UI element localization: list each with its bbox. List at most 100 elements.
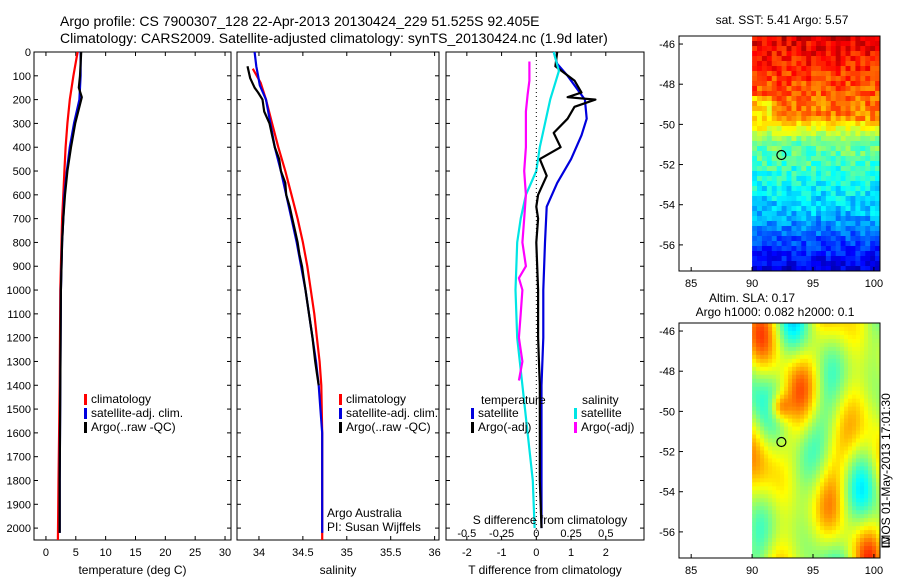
- depth-tick-label: 0: [25, 47, 31, 59]
- sla-map-cell: [824, 438, 829, 443]
- sla-map-cell: [856, 470, 861, 475]
- sla-map-cell: [776, 402, 781, 408]
- sla-map-cell: [860, 382, 865, 388]
- sla-map-cell: [796, 458, 801, 463]
- sla-map-cell: [816, 434, 821, 439]
- sst-map-cell: [845, 171, 851, 177]
- sla-map-cell: [764, 378, 769, 384]
- sla-map-cell: [844, 346, 849, 352]
- sla-map-cell: [792, 422, 797, 427]
- sla-map-cell: [840, 426, 845, 431]
- sla-map-cell: [788, 514, 793, 519]
- sla-map-cell: [788, 358, 793, 364]
- sla-map-cell: [808, 438, 813, 443]
- sst-map-cell: [825, 211, 832, 217]
- sla-map-cell: [808, 478, 813, 483]
- sst-map-cell: [840, 36, 846, 42]
- sla-map-cell: [800, 366, 805, 372]
- sst-map-cell: [875, 36, 881, 42]
- sla-map-cell: [784, 338, 789, 344]
- sst-map-cell: [816, 106, 822, 112]
- sla-map-cell: [868, 546, 873, 551]
- sst-map-cell: [771, 201, 778, 207]
- sla-map-cell: [772, 486, 777, 491]
- sla-map-cell: [840, 358, 845, 364]
- sst-map-cell: [870, 81, 876, 87]
- sla-map-cell: [816, 354, 821, 360]
- sst-map-cell: [757, 166, 763, 172]
- sla-map-cell: [796, 478, 801, 483]
- sst-map-cell: [801, 231, 807, 237]
- sst-map-cell: [796, 216, 802, 222]
- sla-map-cell: [800, 323, 805, 328]
- sla-map-cell: [828, 510, 833, 515]
- sst-map-cell: [830, 151, 837, 157]
- sla-map-cell: [864, 490, 869, 495]
- sst-map-cell: [806, 61, 812, 67]
- sst-map-cell: [855, 191, 861, 197]
- sla-map-cell: [804, 434, 809, 439]
- sla-map-cell: [868, 362, 873, 368]
- sst-map-cell: [766, 66, 773, 72]
- sla-map-cell: [816, 350, 821, 356]
- sst-map-cell: [791, 101, 797, 107]
- sla-map-cell: [816, 522, 821, 527]
- sst-map-cell: [766, 206, 773, 212]
- sst-map-cell: [796, 111, 802, 117]
- sst-map-cell: [835, 121, 842, 127]
- sla-map-cell: [752, 366, 757, 372]
- sst-map-cell: [752, 181, 758, 187]
- sst-map-cell: [796, 251, 802, 257]
- sla-map-cell: [836, 538, 841, 543]
- depth-tick-label: 1400: [7, 380, 31, 392]
- sla-map-cell: [868, 398, 873, 404]
- sla-map-cell: [792, 326, 797, 332]
- sla-map-cell: [852, 510, 857, 515]
- sla-map-cell: [808, 410, 813, 416]
- sst-map-cell: [761, 201, 768, 207]
- sla-map-cell: [848, 430, 853, 435]
- sla-map-cell: [768, 462, 773, 467]
- sla-map-cell: [856, 450, 861, 455]
- sst-map-cell: [860, 201, 866, 207]
- sst-map-cell: [761, 121, 768, 127]
- sst-map-cell: [801, 261, 807, 267]
- sla-map-cell: [820, 462, 825, 467]
- sla-map-cell: [832, 470, 837, 475]
- sst-map-cell: [860, 206, 866, 212]
- sst-map-cell: [860, 261, 866, 267]
- sla-map-cell: [864, 478, 869, 483]
- sla-map-cell: [844, 446, 849, 451]
- sst-map-cell: [791, 201, 797, 207]
- sst-map-cell: [761, 101, 768, 107]
- sla-map-cell: [788, 418, 793, 423]
- sst-map-cell: [840, 146, 846, 152]
- sst-map-cell: [801, 156, 807, 162]
- sst-map-cell: [830, 201, 837, 207]
- sst-map-cell: [855, 156, 861, 162]
- sla-map-cell: [812, 338, 817, 344]
- sla-map-cell: [772, 482, 777, 487]
- sst-map-cell: [781, 151, 787, 157]
- sst-map-cell: [796, 226, 802, 232]
- sla-map-cell: [792, 430, 797, 435]
- sla-map-cell: [816, 506, 821, 511]
- sla-map-cell: [844, 406, 849, 412]
- sst-map-cell: [825, 66, 832, 72]
- sla-map-cell: [792, 378, 797, 384]
- sla-map-cell: [868, 354, 873, 360]
- sst-map-cell: [801, 241, 807, 247]
- sla-map-cell: [768, 430, 773, 435]
- sla-map-cell: [816, 406, 821, 412]
- sst-map-cell: [865, 121, 871, 127]
- sla-map-cell: [816, 454, 821, 459]
- sst-map-cell: [757, 56, 763, 62]
- sla-map-cell: [832, 410, 837, 416]
- sla-map-cell: [868, 478, 873, 483]
- sla-map-cell: [864, 530, 869, 535]
- sst-map-cell: [786, 196, 792, 202]
- sst-map-cell: [806, 266, 812, 272]
- sla-map-cell: [812, 438, 817, 443]
- sla-map-cell: [812, 374, 817, 380]
